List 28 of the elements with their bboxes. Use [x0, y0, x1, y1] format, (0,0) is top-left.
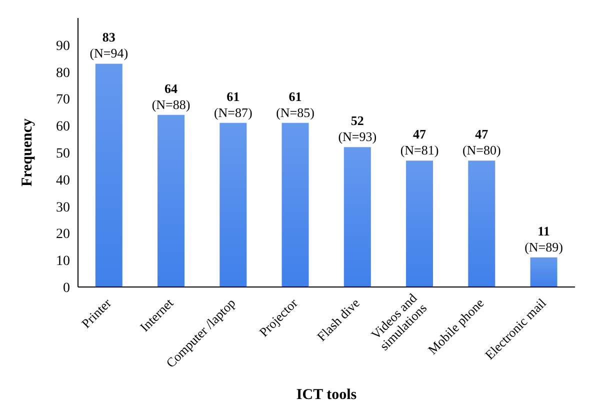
bar — [344, 147, 371, 287]
bar — [282, 122, 309, 287]
y-tick-label: 70 — [56, 92, 70, 108]
y-tick-label: 30 — [56, 200, 70, 216]
bar — [95, 64, 122, 287]
y-axis-title: Frequency — [19, 118, 36, 187]
y-tick-label: 10 — [56, 254, 70, 270]
bar — [220, 122, 247, 287]
x-axis-title: ICT tools — [296, 387, 357, 403]
y-tick-label: 60 — [56, 120, 70, 135]
data-label: 61 (N=87) — [214, 88, 252, 120]
y-tick-label: 90 — [56, 38, 70, 54]
data-label: 11 (N=89) — [524, 223, 563, 254]
data-label: 64 (N=88) — [152, 80, 190, 112]
bar — [530, 257, 558, 287]
data-label: 47 (N=81) — [400, 126, 439, 158]
data-label: 61 (N=85) — [276, 88, 314, 120]
y-tick-label: 80 — [56, 66, 70, 81]
data-label: 83 (N=94) — [90, 30, 128, 61]
data-label: 52 (N=93) — [338, 113, 377, 144]
bar — [468, 160, 496, 287]
y-tick-label: 20 — [56, 227, 70, 242]
y-tick-label: 40 — [56, 173, 70, 188]
bar — [406, 160, 434, 287]
y-tick-label: 0 — [63, 280, 70, 296]
bar — [158, 114, 185, 287]
y-tick-label: 50 — [56, 146, 70, 162]
data-label: 47 (N=80) — [462, 126, 501, 158]
